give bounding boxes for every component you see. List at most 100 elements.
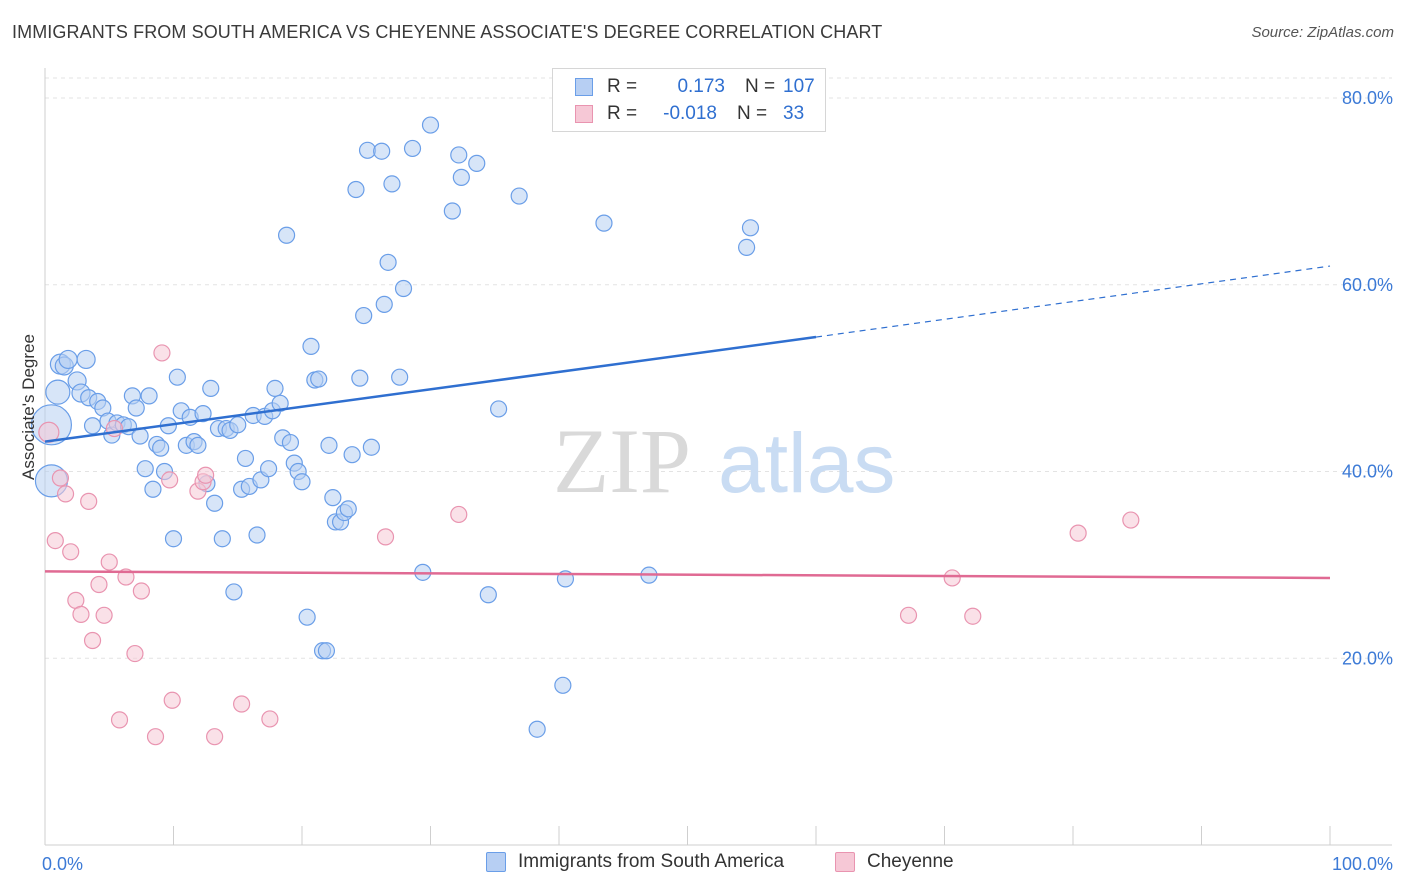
immigrants-point <box>324 489 342 507</box>
legend-n-value-immigrants: 107 <box>783 76 815 97</box>
chart-title: IMMIGRANTS FROM SOUTH AMERICA VS CHEYENN… <box>12 22 883 42</box>
cheyenne-point <box>95 606 113 624</box>
immigrants-point <box>127 399 145 417</box>
immigrants-point <box>317 642 336 660</box>
cheyenne-point <box>153 344 171 362</box>
immigrants-point <box>554 676 572 694</box>
cheyenne-point <box>261 710 279 728</box>
immigrants-point <box>248 526 266 544</box>
series-immigrants-points <box>30 116 760 738</box>
legend-n-label: N = <box>737 103 768 124</box>
cheyenne-point <box>233 695 251 713</box>
immigrants-point <box>236 449 255 468</box>
y-tick-label: 40.0% <box>1342 462 1393 482</box>
immigrants-point <box>738 238 756 256</box>
legend-row-cheyenne: R = -0.018 N = 33 <box>575 101 804 127</box>
immigrants-point <box>298 608 316 626</box>
trend-line-immigrants-extension <box>815 265 1331 338</box>
legend-swatch-immigrants <box>486 852 506 872</box>
legend-swatch-immigrants <box>575 78 593 96</box>
immigrants-point <box>383 175 401 193</box>
immigrants-point <box>140 387 158 405</box>
legend-name-immigrants: Immigrants from South America <box>518 851 785 872</box>
series-legend: Immigrants from South America Cheyenne <box>0 851 1406 877</box>
source-label: Source: ZipAtlas.com <box>1251 24 1394 41</box>
y-tick-label: 20.0% <box>1342 648 1393 668</box>
immigrants-point <box>144 480 162 498</box>
immigrants-point <box>281 433 300 452</box>
immigrants-point <box>45 379 71 405</box>
immigrants-point <box>277 226 296 244</box>
immigrants-point <box>595 214 613 232</box>
cheyenne-point <box>72 605 90 623</box>
cheyenne-point <box>110 711 129 729</box>
immigrants-point <box>320 436 338 454</box>
immigrants-point <box>259 460 278 478</box>
immigrants-point <box>310 370 328 388</box>
cheyenne-point <box>1122 511 1140 529</box>
legend-r-value-cheyenne: -0.018 <box>663 103 717 124</box>
immigrants-point <box>266 379 284 397</box>
cheyenne-point <box>206 728 224 746</box>
immigrants-point <box>189 436 207 454</box>
legend-swatch-cheyenne <box>575 105 593 123</box>
legend-row-immigrants: R = 0.173 N = 107 <box>575 74 815 100</box>
watermark-atlas: atlas <box>718 416 895 510</box>
immigrants-point <box>225 583 243 601</box>
legend-r-label: R = <box>607 76 638 97</box>
immigrants-point <box>355 306 373 325</box>
immigrants-point <box>479 586 497 604</box>
immigrants-point <box>271 394 289 412</box>
immigrants-point <box>391 368 409 386</box>
cheyenne-point <box>163 691 181 709</box>
cheyenne-point <box>126 644 144 663</box>
immigrants-point <box>528 720 546 738</box>
immigrants-point <box>213 530 231 548</box>
cheyenne-point <box>899 606 918 624</box>
immigrants-point <box>347 180 365 199</box>
y-tick-label: 60.0% <box>1342 275 1393 295</box>
cheyenne-point <box>51 469 70 487</box>
y-tick-label: 80.0% <box>1342 88 1393 108</box>
immigrants-point <box>229 416 247 434</box>
immigrants-point <box>152 439 170 457</box>
x-tick-label-max: 100.0% <box>1332 854 1393 874</box>
legend-name-cheyenne: Cheyenne <box>867 851 954 872</box>
cheyenne-point <box>161 471 179 489</box>
stats-legend: R = 0.173 N = 107 R = -0.018 N = 33 <box>552 68 826 132</box>
legend-swatch-cheyenne <box>835 852 855 872</box>
axes <box>44 68 1392 846</box>
trend-line-immigrants <box>44 335 817 443</box>
immigrants-point <box>452 168 470 186</box>
cheyenne-point <box>62 543 80 561</box>
cheyenne-point <box>376 528 395 546</box>
immigrants-point <box>194 405 212 423</box>
immigrants-point <box>351 369 369 387</box>
cheyenne-point <box>46 531 64 550</box>
immigrants-point <box>83 417 102 435</box>
immigrants-point <box>468 154 486 172</box>
cheyenne-point <box>197 466 215 484</box>
immigrants-point <box>379 253 397 271</box>
cheyenne-point <box>90 575 108 594</box>
immigrants-point <box>362 438 380 456</box>
legend-item-immigrants[interactable]: Immigrants from South America <box>486 851 784 873</box>
cheyenne-point <box>450 505 468 524</box>
y-axis-label: Associate's Degree <box>19 334 38 480</box>
immigrants-point <box>403 139 422 158</box>
immigrants-point <box>421 116 440 134</box>
series-cheyenne-points <box>38 344 1140 746</box>
legend-r-label: R = <box>607 103 638 124</box>
immigrants-point <box>202 379 220 397</box>
legend-n-value-cheyenne: 33 <box>783 103 805 124</box>
x-tick-label-min: 0.0% <box>42 854 83 874</box>
legend-n-label: N = <box>745 76 776 97</box>
immigrants-point <box>490 400 508 418</box>
immigrants-point <box>394 279 413 298</box>
legend-item-cheyenne[interactable]: Cheyenne <box>835 851 954 873</box>
immigrants-point <box>741 219 760 237</box>
immigrants-point <box>164 530 183 548</box>
immigrants-point <box>136 460 154 478</box>
immigrants-point <box>343 446 361 464</box>
